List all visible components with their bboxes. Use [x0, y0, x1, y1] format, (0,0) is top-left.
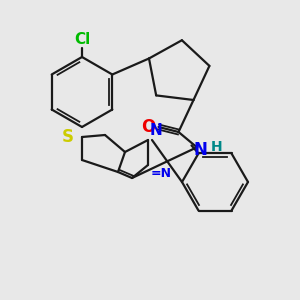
- Text: O: O: [141, 118, 155, 136]
- Text: =N: =N: [151, 167, 172, 180]
- Text: N: N: [194, 141, 208, 159]
- Text: Cl: Cl: [74, 32, 90, 47]
- Text: S: S: [62, 128, 74, 146]
- Text: H: H: [211, 140, 222, 154]
- Text: N: N: [150, 123, 163, 138]
